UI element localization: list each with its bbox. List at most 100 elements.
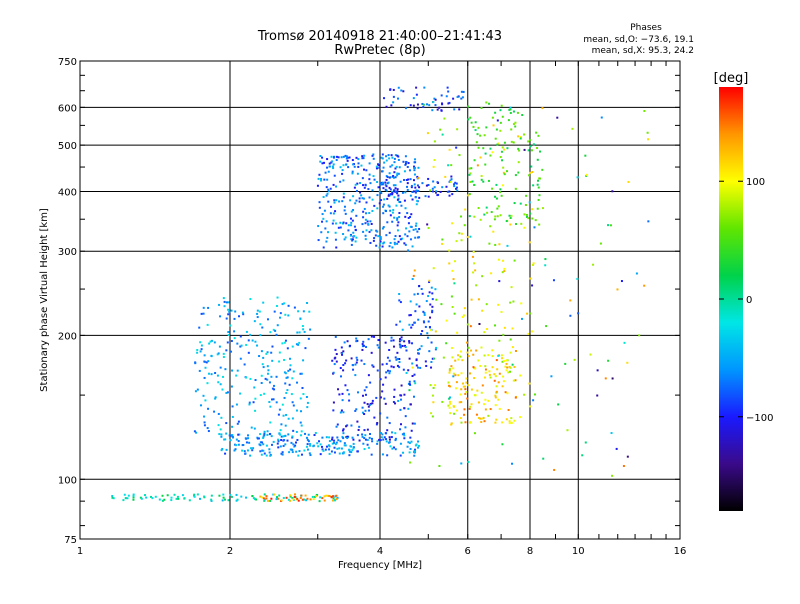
data-point — [513, 259, 516, 262]
y-tick-label: 300 — [58, 247, 77, 258]
data-point — [306, 436, 309, 439]
data-point — [334, 335, 337, 338]
data-point — [466, 236, 469, 239]
data-point — [499, 191, 502, 194]
data-point — [534, 219, 537, 222]
data-point — [431, 190, 434, 193]
data-point — [317, 225, 320, 228]
data-point — [341, 429, 344, 432]
data-point — [331, 442, 334, 445]
data-point — [303, 449, 306, 452]
data-point — [638, 334, 641, 337]
data-point — [330, 161, 333, 164]
data-point — [333, 451, 336, 454]
data-point — [482, 416, 485, 419]
data-point — [341, 353, 344, 356]
data-point — [531, 284, 534, 287]
data-point — [421, 292, 424, 295]
data-point — [256, 309, 259, 312]
data-point — [361, 223, 364, 226]
data-point — [615, 447, 618, 450]
data-point — [498, 280, 501, 283]
data-point — [506, 147, 509, 150]
data-point — [458, 401, 461, 404]
data-point — [296, 331, 299, 334]
data-point — [453, 412, 456, 415]
data-point — [297, 310, 300, 313]
data-point — [333, 446, 336, 449]
data-point — [345, 222, 348, 225]
data-point — [270, 375, 273, 378]
data-point — [411, 191, 414, 194]
data-point — [520, 136, 523, 139]
data-point — [584, 441, 587, 444]
data-point — [491, 366, 494, 369]
data-point — [295, 343, 298, 346]
data-point — [300, 372, 303, 375]
data-point — [537, 134, 540, 137]
data-point — [441, 242, 444, 245]
data-point — [323, 161, 326, 164]
data-point — [269, 432, 272, 435]
data-point — [393, 216, 396, 219]
data-point — [432, 165, 435, 168]
data-point — [396, 364, 399, 367]
data-point — [394, 176, 397, 179]
data-point — [268, 448, 271, 451]
data-point — [237, 420, 240, 423]
data-point — [550, 375, 553, 378]
data-point — [476, 133, 479, 136]
data-point — [458, 108, 461, 111]
data-point — [262, 497, 265, 500]
data-point — [199, 341, 202, 344]
data-point — [347, 229, 350, 232]
data-point — [248, 403, 251, 406]
data-point — [438, 464, 441, 467]
data-point — [502, 375, 505, 378]
data-point — [557, 403, 560, 406]
data-point — [413, 321, 416, 324]
data-point — [385, 178, 388, 181]
data-point — [450, 346, 453, 349]
data-point — [535, 131, 538, 134]
data-point — [239, 345, 242, 348]
data-point — [532, 263, 535, 266]
data-point — [378, 190, 381, 193]
data-point — [435, 298, 438, 301]
data-point — [392, 88, 395, 91]
data-point — [300, 424, 303, 427]
data-point — [316, 184, 319, 187]
data-point — [337, 226, 340, 229]
data-point — [413, 183, 416, 186]
data-point — [481, 309, 484, 312]
data-point — [260, 374, 263, 377]
data-point — [368, 173, 371, 176]
x-axis: 1 2 4 6 8 10 16 — [77, 61, 686, 557]
data-point — [445, 95, 448, 98]
data-point — [382, 438, 385, 441]
data-point — [394, 187, 397, 190]
data-point — [476, 389, 479, 392]
data-point — [220, 449, 223, 452]
data-point — [339, 180, 342, 183]
data-point — [301, 498, 304, 501]
data-point — [376, 344, 379, 347]
data-point — [470, 121, 473, 124]
data-point — [395, 165, 398, 168]
data-point — [506, 392, 509, 395]
data-point — [207, 372, 210, 375]
data-point — [363, 389, 366, 392]
data-point — [369, 241, 372, 244]
data-point — [444, 175, 447, 178]
data-point — [505, 362, 508, 365]
data-point — [494, 404, 497, 407]
data-point — [352, 447, 355, 450]
data-point — [327, 190, 330, 193]
data-point — [355, 156, 358, 159]
data-point — [301, 324, 304, 327]
data-point — [499, 214, 502, 217]
data-point — [350, 451, 353, 454]
data-point — [392, 184, 395, 187]
data-point — [284, 313, 287, 316]
data-point — [399, 442, 402, 445]
